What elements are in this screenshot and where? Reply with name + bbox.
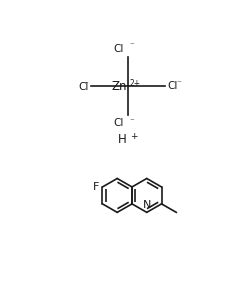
Text: ⁻: ⁻ [129, 41, 134, 50]
Text: Cl: Cl [168, 81, 178, 91]
Text: ⁻: ⁻ [176, 79, 181, 88]
Text: Cl: Cl [114, 118, 124, 128]
Text: Cl: Cl [78, 82, 88, 92]
Text: Zn: Zn [111, 80, 126, 92]
Text: Cl: Cl [114, 44, 124, 54]
Text: +: + [130, 132, 138, 141]
Text: 2+: 2+ [130, 79, 141, 88]
Text: N: N [142, 200, 151, 210]
Text: ⁻: ⁻ [84, 80, 88, 89]
Text: ⁻: ⁻ [129, 117, 134, 126]
Text: H: H [118, 133, 127, 146]
Text: F: F [93, 182, 99, 192]
